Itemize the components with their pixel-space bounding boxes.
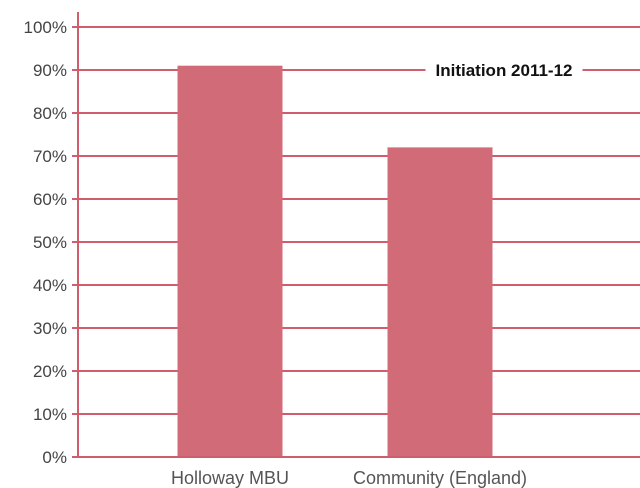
x-category-label: Community (England)	[353, 468, 527, 488]
chart-title: Initiation 2011-12	[436, 61, 573, 80]
y-tick-label: 40%	[33, 276, 67, 295]
bar	[177, 65, 283, 457]
y-tick-label: 10%	[33, 405, 67, 424]
y-tick-label: 30%	[33, 319, 67, 338]
gridlines	[72, 26, 640, 458]
chart-title-background	[425, 58, 583, 82]
y-tick-label: 100%	[24, 18, 67, 37]
bars	[177, 65, 493, 457]
y-tick-label: 90%	[33, 61, 67, 80]
y-tick-label: 60%	[33, 190, 67, 209]
y-tick-label: 70%	[33, 147, 67, 166]
bar	[387, 147, 493, 457]
y-tick-labels: 0% 10% 20% 30% 40% 50% 60% 70% 80% 90% 100%	[24, 18, 67, 467]
x-category-label: Holloway MBU	[171, 468, 289, 488]
y-tick-label: 20%	[33, 362, 67, 381]
chart-title-group: Initiation 2011-12	[425, 58, 583, 82]
x-category-labels: Holloway MBU Community (England)	[171, 468, 527, 488]
y-tick-label: 80%	[33, 104, 67, 123]
axes	[77, 12, 640, 458]
y-tick-label: 0%	[42, 448, 67, 467]
y-tick-label: 50%	[33, 233, 67, 252]
